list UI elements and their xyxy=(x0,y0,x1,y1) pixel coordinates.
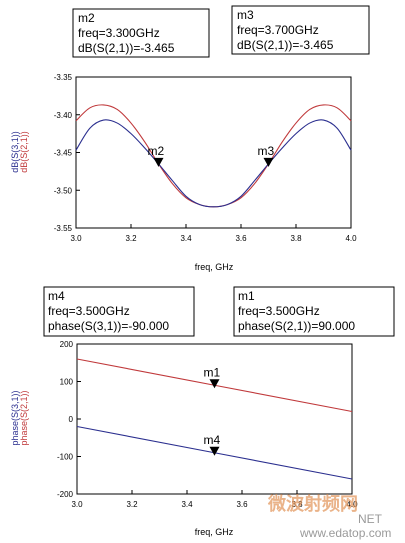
marker-box-m2: m2 freq=3.300GHz dB(S(2,1))=-3.465 xyxy=(72,8,210,58)
y-tick-label: -100 xyxy=(57,453,74,462)
x-tick-label: 4.0 xyxy=(346,500,358,509)
marker-triangle-m2 xyxy=(153,157,164,167)
marker-box-m1-line1: m1 xyxy=(238,289,255,303)
x-tick-label: 4.0 xyxy=(345,234,357,243)
x-tick-label: 3.8 xyxy=(290,234,302,243)
plot1-x-axis-label: freq, GHz xyxy=(195,262,234,272)
y-tick-label: -200 xyxy=(57,490,74,499)
plot2-marker-layer: m1 m4 xyxy=(204,365,221,456)
y-tick-label: -3.45 xyxy=(54,149,73,158)
watermark-text-url: www.edatop.com xyxy=(299,526,391,540)
x-tick-label: 3.2 xyxy=(126,500,138,509)
plot1-frame xyxy=(75,76,352,229)
plot2-y-axis-label-s21: phase(S(2,1)) xyxy=(19,390,29,445)
x-tick-label: 3.6 xyxy=(235,234,247,243)
marker-triangle-m3 xyxy=(263,157,274,167)
marker-triangle-m1 xyxy=(209,379,220,389)
watermark-text-net: NET xyxy=(358,512,383,526)
x-tick-label: 3.4 xyxy=(181,500,193,509)
y-tick-label: -3.40 xyxy=(54,111,73,120)
plot1-tick-layer: 3.0 3.2 3.4 3.6 3.8 4.0 -3.35 -3.40 -3.45 -3.50 -3… xyxy=(54,73,357,243)
marker-box-m4: m4 freq=3.500GHz phase(S(3,1))=-90.000 xyxy=(43,286,195,337)
watermark: 微波射频网 NET www.edatop.com xyxy=(267,493,391,540)
y-tick-label: -3.55 xyxy=(54,224,73,233)
series-line-db-s-3-1 xyxy=(75,104,352,208)
marker-label-m1: m1 xyxy=(204,365,221,379)
marker-box-m3-line2: freq=3.700GHz xyxy=(237,23,319,37)
series-line-db-s-2-1 xyxy=(75,119,352,208)
marker-box-m1: m1 freq=3.500GHz phase(S(2,1))=90.000 xyxy=(233,286,395,337)
marker-box-m3-line1: m3 xyxy=(237,8,254,22)
marker-label-m3: m3 xyxy=(258,144,275,158)
y-tick-label: 100 xyxy=(60,378,74,387)
y-tick-label: 200 xyxy=(60,340,74,349)
marker-box-m1-line3: phase(S(2,1))=90.000 xyxy=(238,319,355,333)
watermark-text-cn: 微波射频网 xyxy=(267,493,358,515)
plot1-y-axis-label-s21: dB(S(2,1)) xyxy=(19,131,29,173)
plot2-y-axis-label-s31: phase(S(3,1)) xyxy=(10,390,20,445)
x-tick-label: 3.8 xyxy=(291,500,303,509)
plot1-marker-layer: m2 m3 xyxy=(148,144,275,167)
marker-box-m2-line1: m2 xyxy=(78,11,95,25)
x-tick-label: 3.4 xyxy=(180,234,192,243)
x-tick-label: 3.0 xyxy=(70,234,82,243)
marker-box-m3-line3: dB(S(2,1))=-3.465 xyxy=(237,38,334,52)
x-tick-label: 3.0 xyxy=(71,500,83,509)
plot1-y-axis-label-s31: dB(S(3,1)) xyxy=(10,131,20,173)
plot2-x-axis-label: freq, GHz xyxy=(195,527,234,537)
marker-box-m4-line1: m4 xyxy=(48,289,65,303)
marker-box-m1-line2: freq=3.500GHz xyxy=(238,304,320,318)
y-tick-label: -3.50 xyxy=(54,186,73,195)
y-tick-label: -3.35 xyxy=(54,73,73,82)
marker-label-m2: m2 xyxy=(148,144,165,158)
marker-box-m4-line3: phase(S(3,1))=-90.000 xyxy=(48,319,169,333)
y-tick-label: 0 xyxy=(69,415,74,424)
marker-box-m2-line2: freq=3.300GHz xyxy=(78,26,160,40)
x-tick-label: 3.6 xyxy=(236,500,248,509)
marker-box-m4-line2: freq=3.500GHz xyxy=(48,304,130,318)
marker-box-m2-line3: dB(S(2,1))=-3.465 xyxy=(78,41,175,55)
plot1-series-layer xyxy=(75,104,352,208)
plot2-tick-layer: 3.0 3.2 3.4 3.6 3.8 4.0 200 100 0 -100 -200 xyxy=(57,340,358,509)
x-tick-label: 3.2 xyxy=(125,234,137,243)
marker-triangle-m4 xyxy=(209,446,220,456)
marker-box-m3: m3 freq=3.700GHz dB(S(2,1))=-3.465 xyxy=(231,5,370,55)
marker-label-m4: m4 xyxy=(204,433,221,447)
